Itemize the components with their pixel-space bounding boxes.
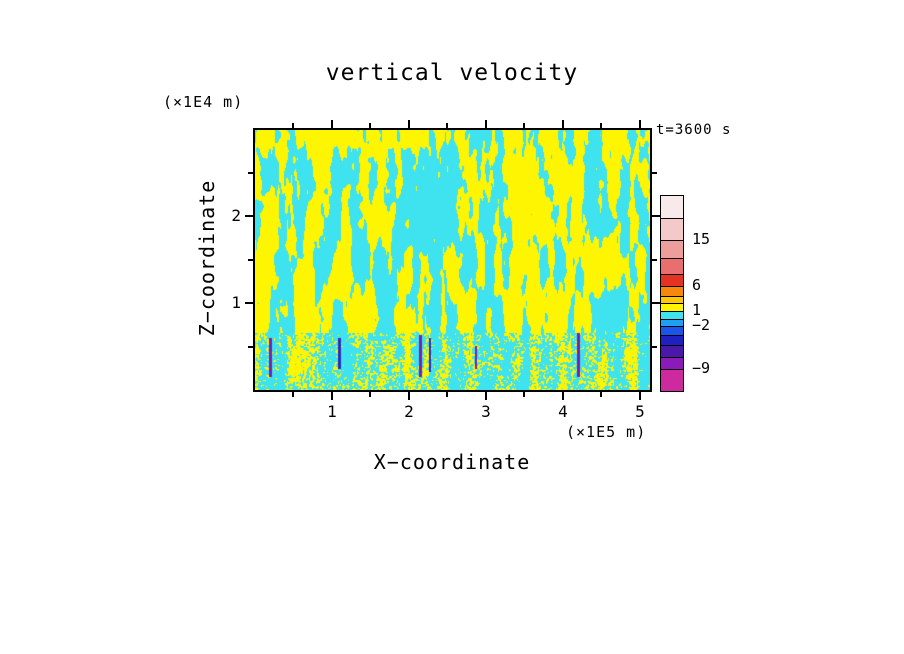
z-minor-tick (652, 258, 657, 261)
z-axis-unit-label: (×1E4 m) (163, 93, 244, 111)
colorbar-tick-label: 15 (692, 230, 711, 248)
z-tick-label: 1 (231, 293, 241, 313)
colorbar-segment (661, 296, 683, 303)
colorbar-segment (661, 240, 683, 258)
x-major-tick (484, 120, 487, 128)
x-major-tick (330, 392, 333, 400)
z-minor-tick (248, 171, 253, 174)
chart-title: vertical velocity (325, 60, 579, 86)
heatmap-canvas (255, 130, 650, 390)
x-tick-label: 2 (404, 402, 414, 421)
plot-area (253, 128, 652, 392)
x-tick-label: 5 (635, 402, 645, 421)
z-axis-title: Z−coordinate (195, 179, 219, 337)
z-minor-tick (652, 345, 657, 348)
colorbar-segment (661, 303, 683, 311)
z-minor-tick (248, 345, 253, 348)
time-annotation: t=3600 s (656, 122, 732, 138)
colorbar-segment (661, 369, 683, 391)
x-major-tick (407, 120, 410, 128)
x-minor-tick (369, 392, 372, 397)
colorbar-segment (661, 286, 683, 296)
x-minor-tick (523, 392, 526, 397)
x-axis-title: X−coordinate (373, 450, 531, 474)
x-major-tick (638, 120, 641, 128)
x-minor-tick (446, 123, 449, 128)
colorbar-segment (661, 196, 683, 218)
x-major-tick (407, 392, 410, 400)
x-tick-label: 4 (558, 402, 568, 421)
colorbar-segment (661, 258, 683, 274)
x-minor-tick (292, 123, 295, 128)
colorbar-tick-label: −2 (692, 316, 711, 334)
colorbar-segment (661, 345, 683, 357)
x-major-tick (561, 120, 564, 128)
colorbar-segment (661, 311, 683, 319)
colorbar-tick-label: −9 (692, 359, 711, 377)
colorbar (660, 195, 684, 392)
z-minor-tick (652, 171, 657, 174)
colorbar-segment (661, 319, 683, 326)
z-tick-label: 2 (231, 206, 241, 226)
colorbar-tick-label: 6 (692, 276, 702, 294)
colorbar-tick-label: 1 (692, 301, 702, 319)
x-major-tick (330, 120, 333, 128)
x-major-tick (484, 392, 487, 400)
x-minor-tick (523, 123, 526, 128)
x-minor-tick (600, 123, 603, 128)
z-major-tick (245, 302, 253, 305)
z-major-tick (652, 302, 660, 305)
z-minor-tick (248, 258, 253, 261)
x-major-tick (638, 392, 641, 400)
colorbar-segment (661, 218, 683, 240)
colorbar-segment (661, 335, 683, 345)
colorbar-segment (661, 326, 683, 335)
x-tick-label: 3 (481, 402, 491, 421)
x-tick-label: 1 (327, 402, 337, 421)
z-major-tick (245, 215, 253, 218)
x-minor-tick (292, 392, 295, 397)
x-minor-tick (369, 123, 372, 128)
colorbar-segment (661, 274, 683, 286)
x-minor-tick (600, 392, 603, 397)
x-axis-unit-label: (×1E5 m) (566, 423, 647, 441)
colorbar-segment (661, 357, 683, 369)
x-minor-tick (446, 392, 449, 397)
z-major-tick (652, 215, 660, 218)
x-major-tick (561, 392, 564, 400)
